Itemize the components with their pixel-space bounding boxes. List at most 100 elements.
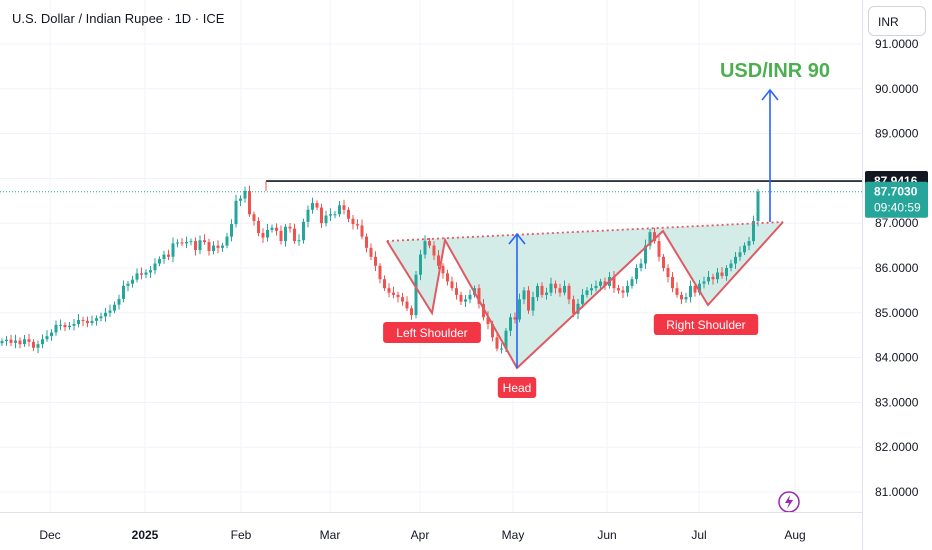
candle-body <box>320 207 323 224</box>
candle-body <box>315 203 319 208</box>
candle-body <box>270 227 274 230</box>
candle-body <box>657 241 661 257</box>
candle-body <box>693 285 697 293</box>
y-tick-label: 83.0000 <box>875 395 919 409</box>
candle-body <box>572 299 575 314</box>
candle-body <box>477 288 481 304</box>
candle-body <box>230 224 233 237</box>
candle-body <box>248 190 251 215</box>
candle-body <box>720 272 724 277</box>
target-arrow-head <box>761 88 779 101</box>
candle-body <box>752 220 755 242</box>
candle-body <box>482 303 485 318</box>
candle-body <box>63 324 67 328</box>
candle-body <box>171 243 175 257</box>
candle-body <box>297 240 301 242</box>
candle-body <box>410 308 413 316</box>
candle-body <box>360 225 364 237</box>
candle-body <box>252 214 256 221</box>
candle-body <box>671 276 674 289</box>
candle-body <box>756 191 760 221</box>
candle-body <box>396 294 400 298</box>
y-tick-label: 89.0000 <box>875 127 919 141</box>
countdown-text: 09:40:59 <box>874 201 921 215</box>
candle-body <box>351 218 355 225</box>
candle-body <box>486 317 490 324</box>
x-tick-label: Mar <box>320 528 341 542</box>
y-tick-label: 87.0000 <box>875 216 919 230</box>
candle-body <box>5 339 8 342</box>
pattern-label-box <box>383 322 481 343</box>
candle-body <box>576 303 580 314</box>
candle-body <box>176 242 179 244</box>
x-tick-label: 2025 <box>132 528 159 542</box>
candle-body <box>365 236 368 248</box>
candle-body <box>495 337 499 349</box>
pattern-label-text: Right Shoulder <box>666 318 745 332</box>
candle-body <box>302 221 305 241</box>
candle-body <box>405 301 409 309</box>
candle-body <box>293 228 296 242</box>
candle-body <box>428 241 431 246</box>
candle-body <box>180 242 184 244</box>
candle-body <box>189 241 193 243</box>
candle-body <box>743 245 746 253</box>
candle-body <box>45 336 49 340</box>
y-tick-label: 90.0000 <box>875 82 919 96</box>
candle-body <box>527 290 530 311</box>
candle-body <box>432 245 436 256</box>
candle-body <box>279 230 283 242</box>
candle-body <box>459 294 463 302</box>
candle-body <box>711 276 715 280</box>
candle-body <box>266 229 269 238</box>
candle-body <box>500 348 503 350</box>
candle-body <box>725 268 728 277</box>
candle-body <box>207 242 211 251</box>
candle-body <box>675 288 679 295</box>
x-tick-label: Dec <box>39 528 60 542</box>
candle-body <box>554 283 557 289</box>
x-tick-label: Aug <box>784 528 805 542</box>
candle-body <box>612 276 616 289</box>
chart-title: U.S. Dollar / Indian Rupee · 1D · ICE <box>12 11 225 26</box>
candle-body <box>27 339 31 342</box>
candle-body <box>140 273 143 275</box>
pattern-fill <box>387 222 783 368</box>
candle-body <box>257 220 260 234</box>
candle-body <box>234 200 238 225</box>
candle-body <box>581 294 584 304</box>
candle-body <box>531 297 535 311</box>
candle-body <box>306 209 310 222</box>
candle-body <box>225 236 229 246</box>
candle-body <box>342 205 346 210</box>
candle-body <box>630 279 634 286</box>
candle-body <box>212 245 215 251</box>
candle-body <box>261 233 265 238</box>
candle-body <box>113 304 116 311</box>
target-label: USD/INR 90 <box>720 60 830 82</box>
candle-body <box>104 312 107 317</box>
currency-selector[interactable]: INR <box>868 6 926 36</box>
candle-body <box>392 292 395 295</box>
candle-body <box>194 241 197 251</box>
candle-body <box>437 255 440 266</box>
y-tick-label: 85.0000 <box>875 306 919 320</box>
pattern-label-text: Head <box>503 381 532 395</box>
candle-body <box>702 281 706 284</box>
candle-body <box>95 318 98 321</box>
candle-body <box>153 263 157 271</box>
candle-body <box>563 285 566 293</box>
candle-body <box>441 265 445 274</box>
candle-body <box>284 226 287 242</box>
y-tick-label: 81.0000 <box>875 485 919 499</box>
candle-body <box>383 279 386 289</box>
candle-body <box>99 316 103 319</box>
x-tick-label: Jun <box>597 528 616 542</box>
candle-body <box>68 325 71 328</box>
candle-body <box>738 252 742 257</box>
candle-body <box>684 297 688 300</box>
candle-body <box>77 319 80 324</box>
candle-body <box>239 198 242 201</box>
candle-body <box>698 283 701 293</box>
